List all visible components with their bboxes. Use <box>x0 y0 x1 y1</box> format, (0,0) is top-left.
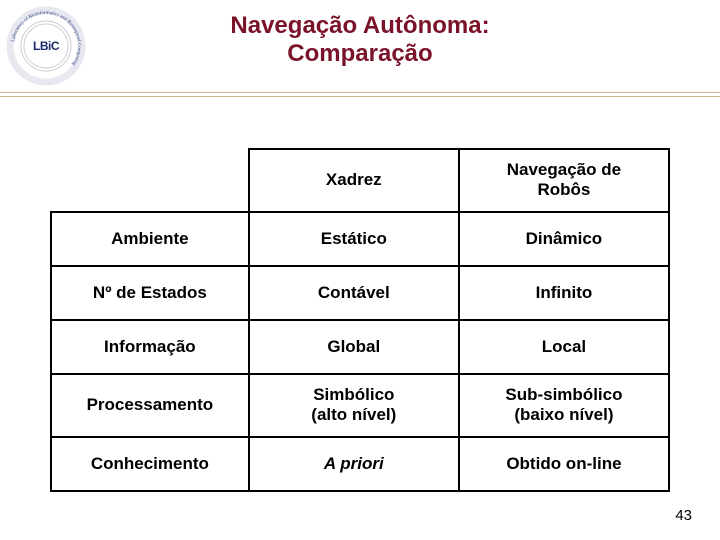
logo: Laboratory of Bioinformatics and Bioinsp… <box>6 6 86 86</box>
cell: Simbólico (alto nível) <box>249 374 459 437</box>
cell: A priori <box>249 437 459 491</box>
slide: Laboratory of Bioinformatics and Bioinsp… <box>0 0 720 540</box>
cell: Local <box>459 320 669 374</box>
divider-top <box>0 92 720 93</box>
row-label-processamento: Processamento <box>51 374 249 437</box>
table-row: Processamento Simbólico (alto nível) Sub… <box>51 374 669 437</box>
title-line-2: Comparação <box>287 40 432 67</box>
col-header-xadrez: Xadrez <box>249 149 459 212</box>
slide-title: Navegação Autônoma: Comparação <box>70 12 650 67</box>
cell: Infinito <box>459 266 669 320</box>
slide-header: Laboratory of Bioinformatics and Bioinsp… <box>0 0 720 94</box>
cell: Estático <box>249 212 459 266</box>
cell: Obtido on-line <box>459 437 669 491</box>
table-row: Nº de Estados Contável Infinito <box>51 266 669 320</box>
cell: Contável <box>249 266 459 320</box>
table-row: Informação Global Local <box>51 320 669 374</box>
table-row: Conhecimento A priori Obtido on-line <box>51 437 669 491</box>
title-line-1: Navegação Autônoma: <box>230 12 489 39</box>
col-header-navegacao: Navegação deRobôs <box>459 149 669 212</box>
cell: Dinâmico <box>459 212 669 266</box>
cell: Sub-simbólico (baixo nível) <box>459 374 669 437</box>
page-number: 43 <box>675 507 692 524</box>
table-header-row: Xadrez Navegação deRobôs <box>51 149 669 212</box>
logo-label: LBiC <box>33 39 59 53</box>
row-label-estados: Nº de Estados <box>51 266 249 320</box>
table-row: Ambiente Estático Dinâmico <box>51 212 669 266</box>
comparison-table: Xadrez Navegação deRobôs Ambiente Estáti… <box>50 148 670 492</box>
cell: Global <box>249 320 459 374</box>
divider-bottom <box>0 96 720 97</box>
row-label-informacao: Informação <box>51 320 249 374</box>
row-label-ambiente: Ambiente <box>51 212 249 266</box>
row-label-conhecimento: Conhecimento <box>51 437 249 491</box>
header-corner <box>51 149 249 212</box>
comparison-table-wrap: Xadrez Navegação deRobôs Ambiente Estáti… <box>50 148 670 492</box>
